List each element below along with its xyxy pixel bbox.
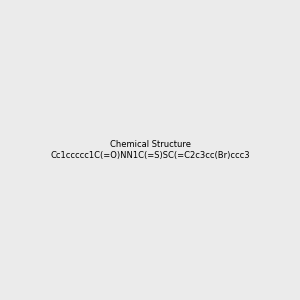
Text: Chemical Structure
Cc1ccccc1C(=O)NN1C(=S)SC(=C2c3cc(Br)ccc3: Chemical Structure Cc1ccccc1C(=O)NN1C(=S… <box>50 140 250 160</box>
